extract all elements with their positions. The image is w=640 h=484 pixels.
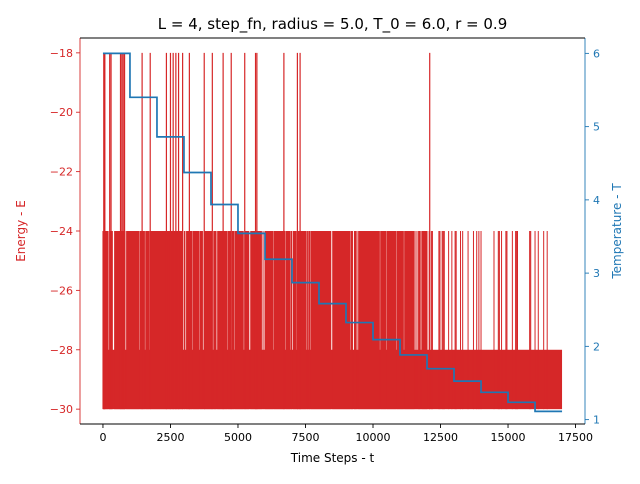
x-tick-label: 10000: [356, 431, 391, 444]
x-tick-label: 12500: [423, 431, 458, 444]
y-left-tick-label: −30: [50, 403, 73, 416]
x-tick-label: 2500: [156, 431, 184, 444]
x-tick-label: 7500: [291, 431, 319, 444]
y-left-tick-label: −22: [50, 166, 73, 179]
x-ticks: 0 2500 5000 7500 10000 12500 15000 17500: [99, 424, 593, 444]
y-ticks-left: −30 −28 −26 −24 −22 −20 −18: [50, 47, 80, 416]
y-left-tick-label: −26: [50, 284, 73, 297]
energy-series: [102, 52, 563, 410]
x-tick-label: 15000: [491, 431, 526, 444]
y-left-tick-label: −20: [50, 106, 73, 119]
y-left-tick-label: −28: [50, 344, 73, 357]
y-left-tick-label: −24: [50, 225, 73, 238]
y-right-tick-label: 4: [593, 194, 600, 207]
x-tick-label: 5000: [224, 431, 252, 444]
y-right-tick-label: 3: [593, 267, 600, 280]
y-ticks-right: 1 2 3 4 5 6: [585, 47, 600, 427]
temperature-series: [102, 52, 563, 413]
y-right-tick-label: 2: [593, 340, 600, 353]
x-axis-label: Time Steps - t: [290, 451, 375, 465]
y-right-tick-label: 5: [593, 121, 600, 134]
x-tick-label: 0: [99, 431, 106, 444]
temperature-steps: [102, 52, 563, 413]
y-right-tick-label: 6: [593, 47, 600, 60]
y-axis-label-right: Temperature - T: [610, 183, 624, 280]
y-right-tick-label: 1: [593, 414, 600, 427]
chart-title: L = 4, step_fn, radius = 5.0, T_0 = 6.0,…: [158, 15, 508, 34]
x-tick-label: 17500: [558, 431, 593, 444]
y-axis-label-left: Energy - E: [14, 200, 28, 262]
y-left-tick-label: −18: [50, 47, 73, 60]
